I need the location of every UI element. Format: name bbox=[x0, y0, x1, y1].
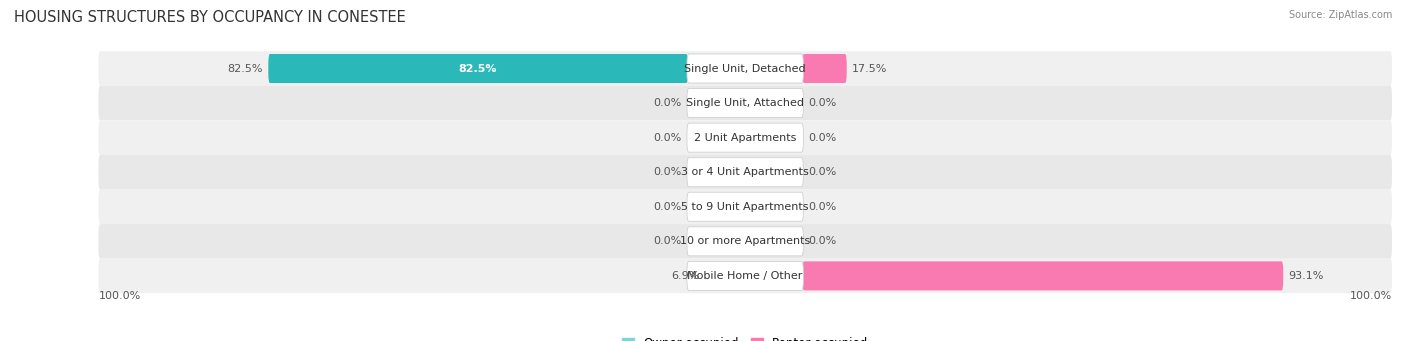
Text: 10 or more Apartments: 10 or more Apartments bbox=[681, 236, 810, 246]
FancyBboxPatch shape bbox=[98, 86, 1392, 120]
Text: 0.0%: 0.0% bbox=[654, 167, 682, 177]
Text: 0.0%: 0.0% bbox=[808, 98, 837, 108]
Text: Single Unit, Attached: Single Unit, Attached bbox=[686, 98, 804, 108]
Text: 82.5%: 82.5% bbox=[228, 63, 263, 74]
Text: 17.5%: 17.5% bbox=[852, 63, 887, 74]
FancyBboxPatch shape bbox=[98, 258, 1392, 293]
Text: 0.0%: 0.0% bbox=[808, 202, 837, 212]
Text: 6.9%: 6.9% bbox=[671, 271, 700, 281]
Text: 0.0%: 0.0% bbox=[808, 236, 837, 246]
Text: HOUSING STRUCTURES BY OCCUPANCY IN CONESTEE: HOUSING STRUCTURES BY OCCUPANCY IN CONES… bbox=[14, 10, 406, 25]
FancyBboxPatch shape bbox=[98, 155, 1392, 190]
Text: Mobile Home / Other: Mobile Home / Other bbox=[688, 271, 803, 281]
FancyBboxPatch shape bbox=[269, 54, 688, 83]
Text: 5 to 9 Unit Apartments: 5 to 9 Unit Apartments bbox=[682, 202, 808, 212]
Text: 82.5%: 82.5% bbox=[458, 63, 498, 74]
Text: 0.0%: 0.0% bbox=[808, 167, 837, 177]
FancyBboxPatch shape bbox=[688, 89, 803, 118]
Text: 0.0%: 0.0% bbox=[654, 202, 682, 212]
FancyBboxPatch shape bbox=[688, 158, 803, 187]
FancyBboxPatch shape bbox=[688, 227, 803, 256]
Text: 3 or 4 Unit Apartments: 3 or 4 Unit Apartments bbox=[682, 167, 808, 177]
FancyBboxPatch shape bbox=[98, 190, 1392, 224]
Text: 100.0%: 100.0% bbox=[1350, 291, 1392, 301]
Text: 100.0%: 100.0% bbox=[98, 291, 141, 301]
Text: 0.0%: 0.0% bbox=[808, 133, 837, 143]
FancyBboxPatch shape bbox=[688, 261, 803, 291]
FancyBboxPatch shape bbox=[98, 120, 1392, 155]
FancyBboxPatch shape bbox=[803, 261, 1284, 291]
Text: 2 Unit Apartments: 2 Unit Apartments bbox=[695, 133, 796, 143]
FancyBboxPatch shape bbox=[688, 192, 803, 221]
FancyBboxPatch shape bbox=[803, 54, 846, 83]
Text: 0.0%: 0.0% bbox=[654, 98, 682, 108]
FancyBboxPatch shape bbox=[98, 224, 1392, 258]
Legend: Owner-occupied, Renter-occupied: Owner-occupied, Renter-occupied bbox=[621, 338, 869, 341]
FancyBboxPatch shape bbox=[98, 51, 1392, 86]
Text: 0.0%: 0.0% bbox=[654, 236, 682, 246]
FancyBboxPatch shape bbox=[688, 54, 803, 83]
Text: 0.0%: 0.0% bbox=[654, 133, 682, 143]
Text: 93.1%: 93.1% bbox=[1288, 271, 1324, 281]
Text: Single Unit, Detached: Single Unit, Detached bbox=[685, 63, 806, 74]
FancyBboxPatch shape bbox=[688, 123, 803, 152]
Text: Source: ZipAtlas.com: Source: ZipAtlas.com bbox=[1288, 10, 1392, 20]
